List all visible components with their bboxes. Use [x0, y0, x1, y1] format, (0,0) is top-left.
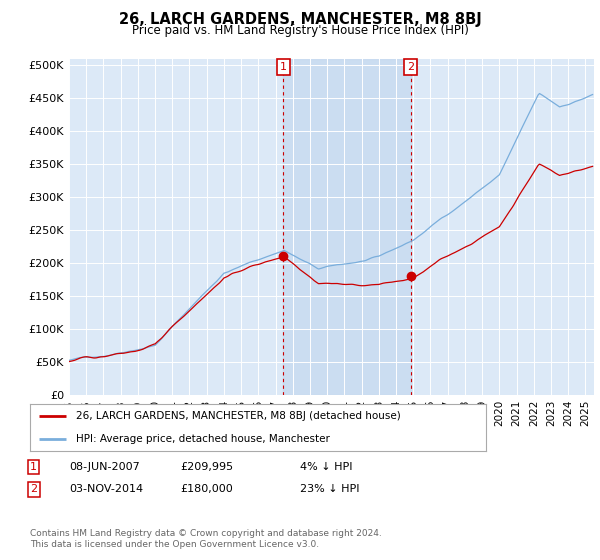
- Text: 23% ↓ HPI: 23% ↓ HPI: [300, 484, 359, 494]
- Text: Price paid vs. HM Land Registry's House Price Index (HPI): Price paid vs. HM Land Registry's House …: [131, 24, 469, 37]
- Text: £180,000: £180,000: [180, 484, 233, 494]
- Text: HPI: Average price, detached house, Manchester: HPI: Average price, detached house, Manc…: [76, 433, 329, 444]
- Text: 2: 2: [30, 484, 37, 494]
- Text: 4% ↓ HPI: 4% ↓ HPI: [300, 462, 353, 472]
- Text: 26, LARCH GARDENS, MANCHESTER, M8 8BJ: 26, LARCH GARDENS, MANCHESTER, M8 8BJ: [119, 12, 481, 27]
- Bar: [283, 59, 410, 395]
- Text: Contains HM Land Registry data © Crown copyright and database right 2024.
This d: Contains HM Land Registry data © Crown c…: [30, 529, 382, 549]
- Text: £209,995: £209,995: [180, 462, 233, 472]
- Text: 03-NOV-2014: 03-NOV-2014: [69, 484, 143, 494]
- Text: 1: 1: [280, 62, 287, 72]
- Text: 08-JUN-2007: 08-JUN-2007: [69, 462, 140, 472]
- Text: 2: 2: [407, 62, 414, 72]
- Text: 1: 1: [30, 462, 37, 472]
- Text: 26, LARCH GARDENS, MANCHESTER, M8 8BJ (detached house): 26, LARCH GARDENS, MANCHESTER, M8 8BJ (d…: [76, 412, 400, 422]
